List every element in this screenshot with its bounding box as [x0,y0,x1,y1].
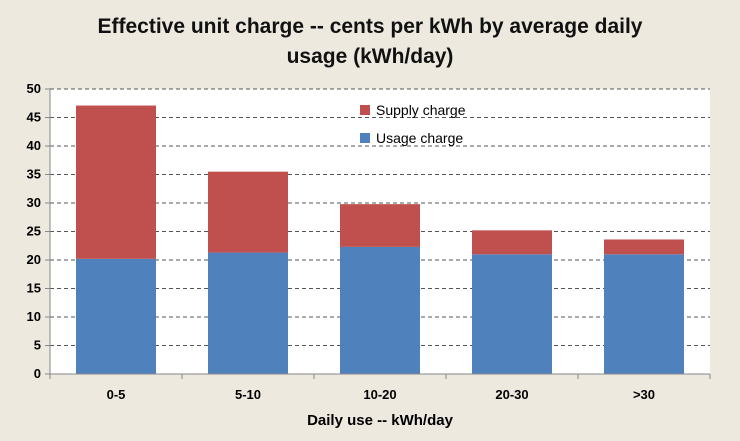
x-axis-title: Daily use -- kWh/day [307,412,454,429]
y-tick-label: 50 [27,81,41,96]
y-tick-label: 10 [27,309,41,324]
y-tick-label: 35 [27,167,41,182]
y-tick-label: 0 [34,366,41,381]
axes [49,89,710,375]
chart-title-line-1: Effective unit charge -- cents per kWh b… [97,15,642,38]
x-tick-label: 0-5 [107,387,126,402]
x-tick-label: 20-30 [495,387,528,402]
x-tick-label: >30 [633,387,655,402]
legend-swatch [360,105,370,115]
y-tick-label: 15 [27,281,41,296]
bar-supply-charge [340,204,420,247]
bar-supply-charge [208,171,288,253]
legend-label: Supply charge [376,102,466,118]
y-tick-label: 20 [27,252,41,267]
bar-usage-charge [604,254,684,374]
x-tick-label: 10-20 [363,387,396,402]
y-tick-label: 25 [27,224,41,239]
legend-label: Usage charge [376,130,463,146]
bar-usage-charge [208,252,288,374]
y-tick-label: 45 [27,110,41,125]
x-tick-labels: 0-5 5-10 10-20 20-30 >30 [49,374,711,402]
chart-title-line-2: usage (kWh/day) [287,45,454,68]
x-tick-label: 5-10 [235,387,261,402]
legend: Supply charge Usage charge [360,102,466,146]
bar-supply-charge [76,105,156,259]
y-tick-labels: 0 5 10 15 20 25 30 35 40 45 50 [27,81,41,381]
y-tick-label: 30 [27,195,41,210]
bar-supply-charge [604,239,684,255]
bar-usage-charge [76,258,156,374]
bars [76,105,684,374]
bar-supply-charge [472,230,552,255]
y-tick-label: 5 [34,338,41,353]
bar-usage-charge [472,254,552,374]
y-tick-label: 40 [27,138,41,153]
legend-swatch [360,133,370,143]
bar-usage-charge [340,246,420,374]
